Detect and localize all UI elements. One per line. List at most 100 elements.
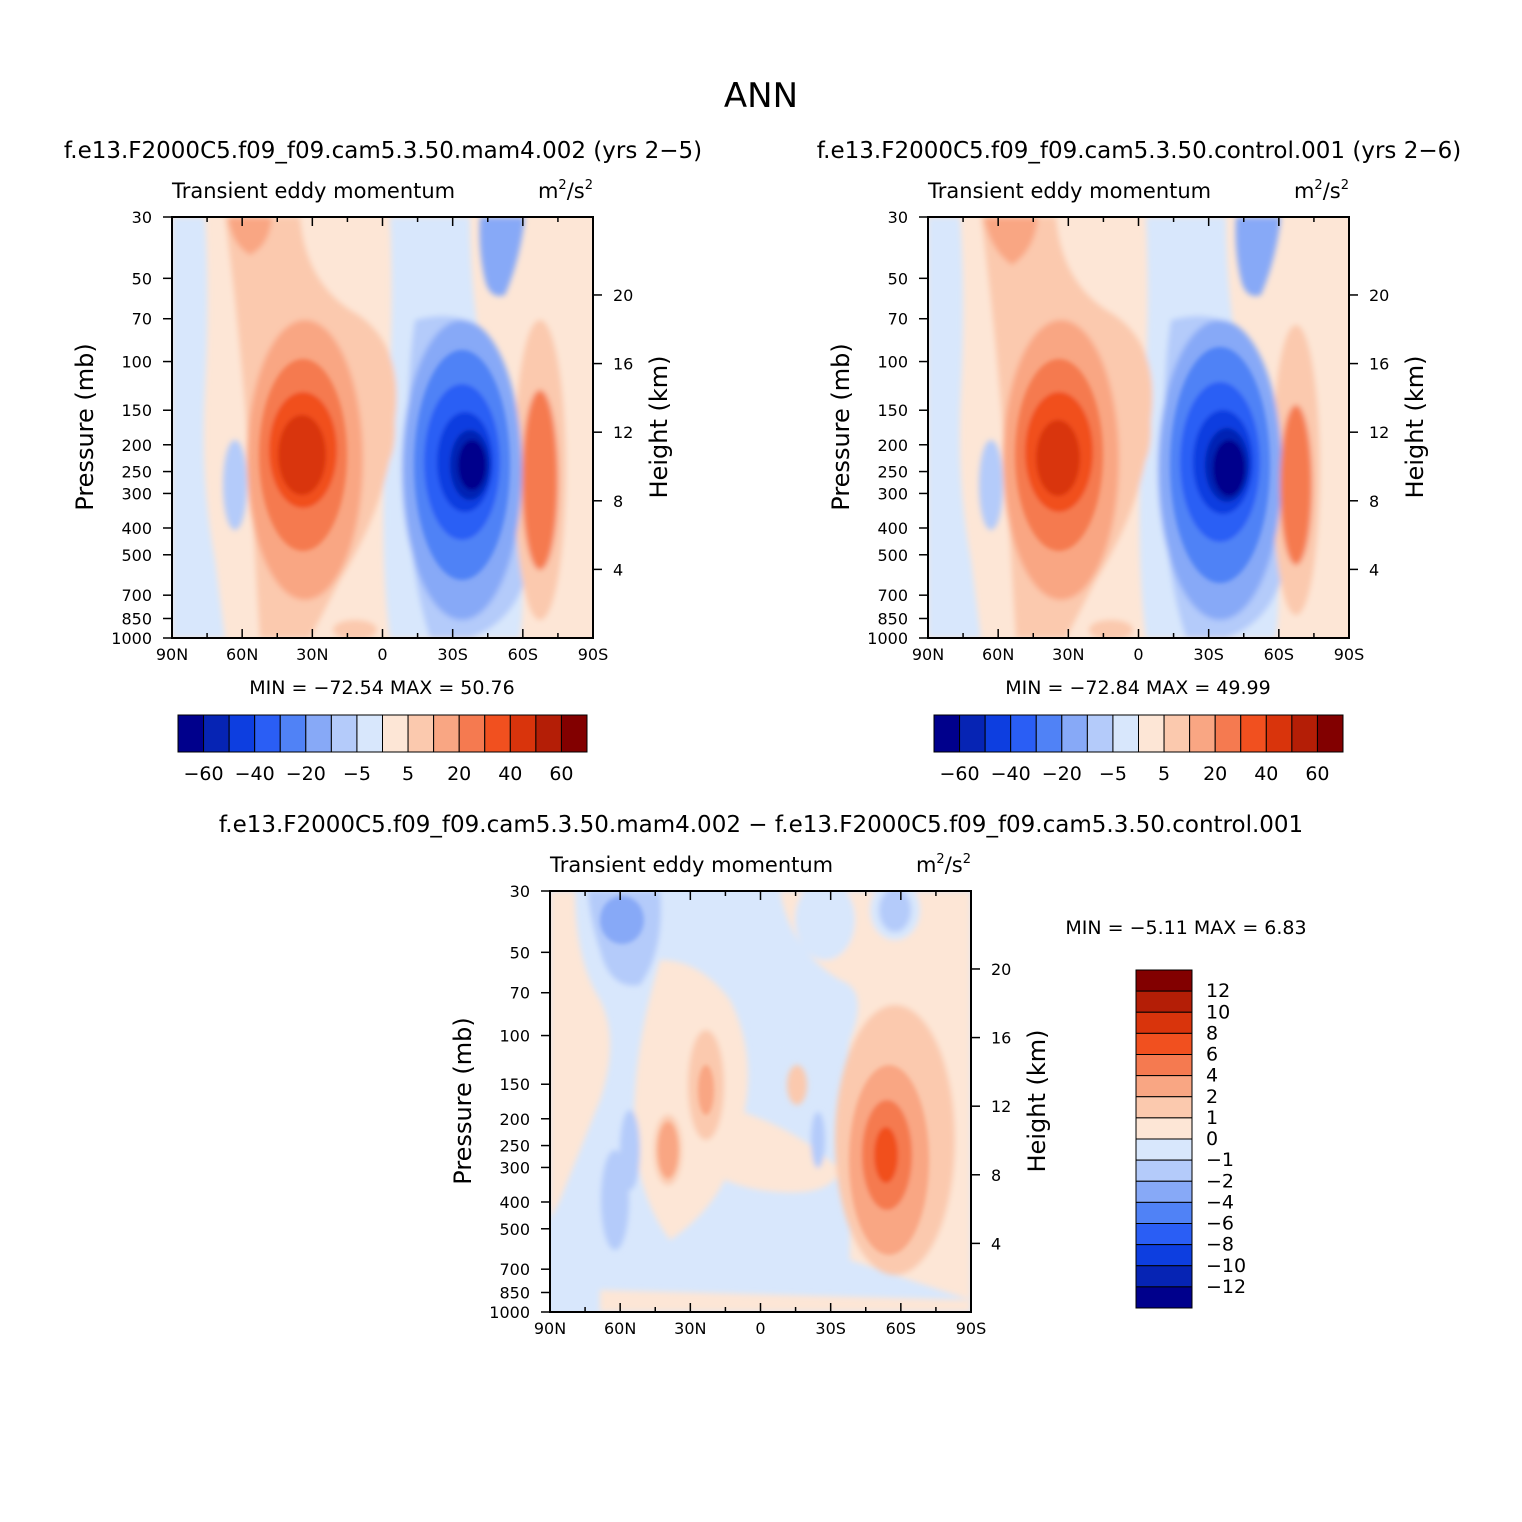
y2-tick-label: 12 <box>613 423 633 442</box>
y-tick-label: 50 <box>888 269 908 288</box>
y-tick-label: 250 <box>121 463 152 482</box>
x-tick-label: 30S <box>437 645 468 664</box>
colorbar-swatch <box>1189 714 1216 753</box>
x-tick-label: 60N <box>982 645 1014 664</box>
colorbar-label: 60 <box>1305 763 1329 785</box>
colorbar-label: 60 <box>549 763 573 785</box>
x-tick-label: 90N <box>156 645 188 664</box>
colorbar-swatch <box>433 714 460 753</box>
colorbar-label: 40 <box>498 763 522 785</box>
y-tick-label: 100 <box>877 353 908 372</box>
y-tick-label: 150 <box>499 1075 530 1094</box>
colorbar-swatch <box>1010 714 1037 753</box>
x-tick-label: 90S <box>956 1319 987 1338</box>
y-tick-label: 300 <box>499 1158 530 1177</box>
colorbar-swatch <box>228 714 256 753</box>
y2-tick-label: 20 <box>1369 286 1389 305</box>
panel-model-y2label: Height (km) <box>645 356 673 499</box>
x-tick-label: 90N <box>912 645 944 664</box>
y-tick-label: 70 <box>132 310 152 329</box>
colorbar-swatch <box>1291 714 1318 753</box>
colorbar-label: 8 <box>1206 1022 1218 1044</box>
colorbar-swatch <box>1135 1138 1193 1161</box>
colorbar-swatch <box>1112 714 1139 753</box>
colorbar-label: 40 <box>1254 763 1278 785</box>
panel-control-y2label: Height (km) <box>1401 356 1429 499</box>
x-tick-label: 0 <box>1133 645 1143 664</box>
x-tick-label: 60N <box>604 1319 636 1338</box>
colorbar-label: −20 <box>1042 763 1082 785</box>
colorbar-swatch <box>1135 1096 1193 1119</box>
colorbar-label: −20 <box>286 763 326 785</box>
panel-control-colorbar: −60 −40 −20 −5 5 20 40 60 <box>933 714 1344 785</box>
colorbar-swatch <box>1163 714 1191 753</box>
panel-difference: f.e13.F2000C5.f09_f09.cam5.3.50.mam4.002… <box>219 812 1307 1338</box>
y-tick-label: 50 <box>132 269 152 288</box>
y-tick-label: 400 <box>121 519 152 538</box>
colorbar-swatch <box>1135 1265 1193 1288</box>
panel-model-stats: MIN = −72.54 MAX = 50.76 <box>249 677 514 699</box>
y-tick-label: 1000 <box>111 629 152 648</box>
colorbar-swatch <box>1135 1054 1193 1077</box>
colorbar-swatch <box>1135 990 1193 1013</box>
x-tick-label: 90S <box>578 645 609 664</box>
panel-model: f.e13.F2000C5.f09_f09.cam5.3.50.mam4.002… <box>64 138 702 785</box>
y-tick-label: 70 <box>510 984 530 1003</box>
panel-control-variable: Transient eddy momentum <box>927 179 1211 203</box>
colorbar-swatch <box>1135 1032 1193 1055</box>
colorbar-label: 10 <box>1206 1001 1230 1023</box>
colorbar-swatch <box>1214 714 1242 753</box>
x-tick-label: 30N <box>296 645 328 664</box>
panel-model-contour-field <box>172 217 593 638</box>
colorbar-label: 12 <box>1206 980 1230 1002</box>
colorbar-swatch <box>1035 714 1063 753</box>
colorbar-label: −5 <box>1099 763 1127 785</box>
panel-control-stats: MIN = −72.84 MAX = 49.99 <box>1005 677 1270 699</box>
y-tick-label: 400 <box>877 519 908 538</box>
x-tick-label: 90N <box>534 1319 566 1338</box>
y-tick-label: 700 <box>877 586 908 605</box>
panel-control-case-title: f.e13.F2000C5.f09_f09.cam5.3.50.control.… <box>817 138 1461 164</box>
panel-difference-stats: MIN = −5.11 MAX = 6.83 <box>1065 917 1306 939</box>
colorbar-swatch <box>984 714 1012 753</box>
colorbar-swatch <box>1086 714 1114 753</box>
y-tick-label: 500 <box>499 1220 530 1239</box>
panel-model-colorbar: −60 −40 −20 −5 5 20 40 60 <box>177 714 588 785</box>
y-tick-label: 50 <box>510 943 530 962</box>
x-tick-label: 60S <box>1264 645 1295 664</box>
colorbar-label: 4 <box>1206 1065 1218 1087</box>
y-tick-label: 70 <box>888 310 908 329</box>
panel-model-case-title: f.e13.F2000C5.f09_f09.cam5.3.50.mam4.002… <box>64 138 702 164</box>
y2-tick-label: 4 <box>613 560 623 579</box>
y-tick-label: 150 <box>121 401 152 420</box>
panel-model-ylabel: Pressure (mb) <box>71 343 99 510</box>
y-tick-label: 500 <box>121 546 152 565</box>
y-tick-label: 30 <box>510 882 530 901</box>
colorbar-swatch <box>407 714 435 753</box>
panel-difference-contour-field <box>550 891 971 1312</box>
y2-tick-label: 12 <box>991 1097 1011 1116</box>
colorbar-label: −5 <box>343 763 371 785</box>
colorbar-swatch <box>959 714 986 753</box>
y-tick-label: 30 <box>132 208 152 227</box>
panel-model-variable: Transient eddy momentum <box>171 179 455 203</box>
colorbar-label: 5 <box>402 763 414 785</box>
colorbar-swatch <box>1240 714 1267 753</box>
colorbar-swatch <box>1135 1201 1193 1224</box>
y-tick-label: 100 <box>499 1027 530 1046</box>
colorbar-swatch <box>1135 1244 1193 1267</box>
x-tick-label: 60S <box>508 645 539 664</box>
colorbar-label: 6 <box>1206 1044 1218 1066</box>
x-tick-label: 0 <box>377 645 387 664</box>
colorbar-swatch <box>1135 1223 1193 1246</box>
panel-difference-units: m2/s2 <box>916 852 971 877</box>
y-tick-label: 700 <box>499 1260 530 1279</box>
y2-tick-label: 20 <box>991 960 1011 979</box>
y-tick-label: 300 <box>121 484 152 503</box>
colorbar-label: −2 <box>1206 1170 1234 1192</box>
panel-difference-variable: Transient eddy momentum <box>549 853 833 877</box>
colorbar-label: −40 <box>991 763 1031 785</box>
y-tick-label: 700 <box>121 586 152 605</box>
y2-tick-label: 8 <box>991 1166 1001 1185</box>
y2-tick-label: 20 <box>613 286 633 305</box>
